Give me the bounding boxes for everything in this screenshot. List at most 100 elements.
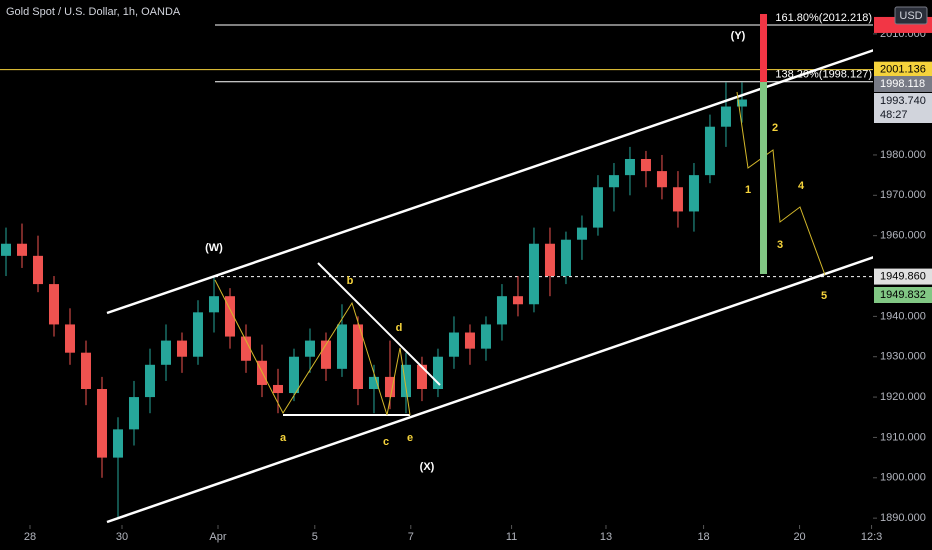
y-tick-label: 1900.000: [880, 472, 926, 484]
candle-body: [128, 397, 139, 430]
price-badge-label: 1949.832: [880, 289, 926, 301]
price-badge: [874, 61, 932, 78]
wave-label: c: [383, 436, 389, 448]
price-badge: [874, 76, 932, 92]
channel-upper: [106, 46, 881, 315]
x-tick-label: 7: [408, 531, 414, 543]
target-zone: [760, 82, 767, 274]
candle-body: [64, 324, 75, 353]
y-tick-label: 1940.000: [880, 310, 926, 322]
candle-body: [96, 389, 107, 458]
x-tick-label: 11: [506, 531, 517, 543]
candle-body: [176, 340, 187, 357]
candle-body: [288, 356, 299, 394]
chart-title: Gold Spot / U.S. Dollar, 1h, OANDA: [6, 6, 181, 18]
y-tick-label: 1960.000: [880, 230, 926, 242]
last-price-box: [874, 93, 932, 123]
candle-body: [592, 187, 603, 228]
candle-body: [368, 376, 379, 390]
candle-body: [656, 171, 667, 188]
candle-body: [48, 284, 59, 325]
x-tick-label: 12:3: [861, 531, 882, 543]
candle-body: [272, 384, 283, 394]
wave-projection: [736, 91, 826, 276]
candle-body: [688, 175, 699, 212]
y-tick-label: 1930.000: [880, 351, 926, 363]
wave-label: b: [347, 275, 354, 287]
candle-body: [112, 429, 123, 458]
candle-body: [704, 126, 715, 176]
y-tick-label: 1980.000: [880, 149, 926, 161]
candle-body: [304, 340, 315, 357]
x-tick-label: 28: [24, 531, 36, 543]
stop-zone: [760, 14, 767, 82]
y-tick-label: 1970.000: [880, 189, 926, 201]
wave-label: (X): [420, 461, 435, 473]
candle-body: [448, 332, 459, 357]
candle-body: [496, 296, 507, 325]
candle-body: [336, 324, 347, 369]
price-badge-label: 1949.860: [880, 270, 926, 282]
wave-label: a: [280, 432, 287, 444]
wave-label: 5: [821, 290, 827, 302]
x-tick-label: Apr: [209, 531, 226, 543]
wave-label: (W): [205, 242, 223, 254]
wave-label: 2: [772, 122, 778, 134]
candle-body: [224, 296, 235, 337]
currency-box: [894, 6, 928, 25]
candle-body: [544, 243, 555, 277]
candle-body: [352, 324, 363, 390]
candle-body: [576, 227, 587, 240]
price-badge: [874, 287, 932, 303]
candle-body: [672, 187, 683, 212]
candle-body: [512, 296, 523, 305]
candle-body: [384, 376, 395, 398]
candle-body: [80, 352, 91, 390]
x-tick-label: 18: [697, 531, 709, 543]
candle-body: [400, 364, 411, 398]
wave-label: 3: [777, 239, 783, 251]
candle-body: [736, 99, 747, 107]
candle-body: [320, 340, 331, 369]
wave-label: 1: [745, 184, 751, 196]
wave-label: (Y): [731, 30, 746, 42]
price-badge-label: 1998.118: [880, 78, 925, 90]
axes: 2010.0001980.0001970.0001960.0001940.000…: [24, 6, 932, 543]
candle-body: [560, 239, 571, 277]
x-tick-label: 20: [793, 531, 805, 543]
wave-label: 4: [798, 180, 805, 192]
candle-body: [16, 243, 27, 256]
candle-body: [528, 243, 539, 305]
y-tick-label: 1890.000: [880, 512, 926, 524]
currency-label: USD: [899, 10, 922, 22]
candle-body: [0, 243, 11, 256]
candle-body: [32, 255, 43, 285]
candle-body: [480, 324, 491, 349]
drawings: [106, 14, 881, 524]
level-label: 161.80%(2012.218): [775, 12, 872, 24]
x-tick-label: 5: [312, 531, 318, 543]
x-tick-label: 13: [600, 531, 612, 543]
wave-x: [214, 279, 411, 416]
candle-body: [144, 364, 155, 398]
price-badge-label: 1993.740: [880, 95, 926, 107]
wave-label: d: [396, 322, 403, 334]
candle-body: [208, 296, 219, 313]
y-tick-label: 1910.000: [880, 431, 926, 443]
candle-body: [720, 106, 731, 127]
level-label: 138.20%(1998.127): [775, 69, 872, 81]
candle-body: [160, 340, 171, 365]
price-badge-label: 48:27: [880, 109, 908, 121]
x-tick-label: 30: [116, 531, 128, 543]
candle-body: [416, 364, 427, 390]
candle-body: [624, 158, 635, 176]
y-tick-label: 1920.000: [880, 391, 926, 403]
candle-body: [192, 312, 203, 357]
wave-label: e: [407, 432, 413, 444]
candle-body: [640, 158, 651, 172]
candle-body: [432, 356, 443, 390]
candle-body: [240, 336, 251, 361]
